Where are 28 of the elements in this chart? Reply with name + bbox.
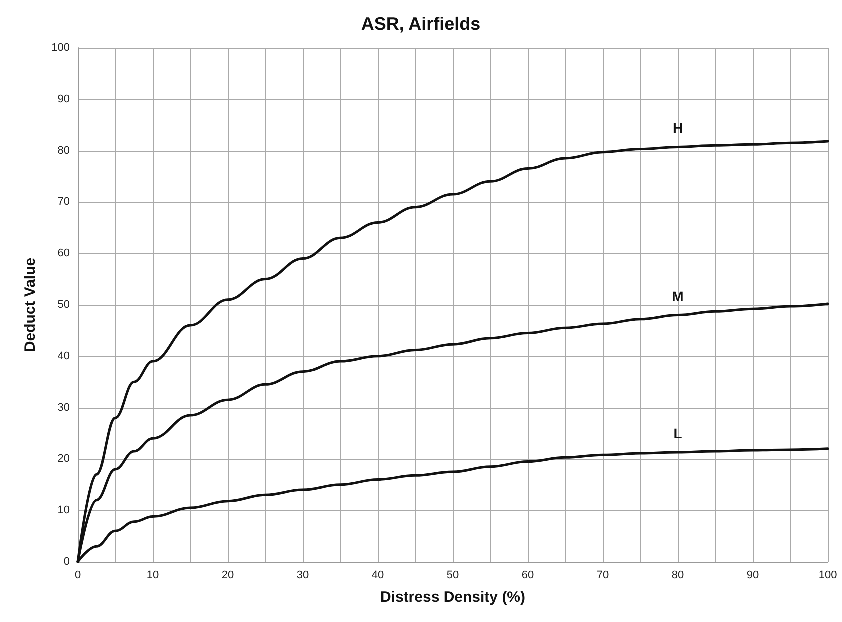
y-tick-label: 50	[58, 299, 70, 311]
x-axis-title: Distress Density (%)	[380, 589, 526, 606]
y-tick-label: 80	[58, 144, 70, 157]
series-label: L	[674, 426, 683, 442]
x-tick-label: 50	[446, 570, 460, 582]
x-tick-label: 60	[522, 570, 534, 582]
y-tick-label: 60	[58, 248, 70, 260]
x-tick-label: 20	[222, 570, 234, 582]
x-tick-label: 100	[818, 570, 838, 582]
x-tick-label: 80	[672, 570, 684, 582]
x-tick-label: 40	[372, 570, 384, 582]
y-tick-label: 90	[58, 93, 70, 106]
chart-title: ASR, Airfields	[361, 14, 481, 34]
y-tick-label: 0	[64, 556, 70, 568]
y-tick-label: 100	[52, 42, 70, 54]
x-tick-label: 70	[596, 570, 610, 582]
y-tick-label: 40	[58, 350, 70, 362]
x-tick-label: 30	[296, 570, 310, 582]
series-label: H	[672, 120, 684, 136]
series-label: M	[672, 288, 684, 304]
y-axis-title: Deduct Value	[22, 258, 39, 352]
x-tick-label: 90	[746, 570, 760, 582]
y-tick-label: 70	[58, 196, 70, 208]
x-tick-label: 0	[74, 570, 82, 582]
y-tick-label: 10	[58, 504, 70, 517]
y-tick-label: 20	[58, 453, 70, 466]
x-tick-label: 10	[146, 570, 160, 582]
y-tick-label: 30	[58, 402, 70, 414]
